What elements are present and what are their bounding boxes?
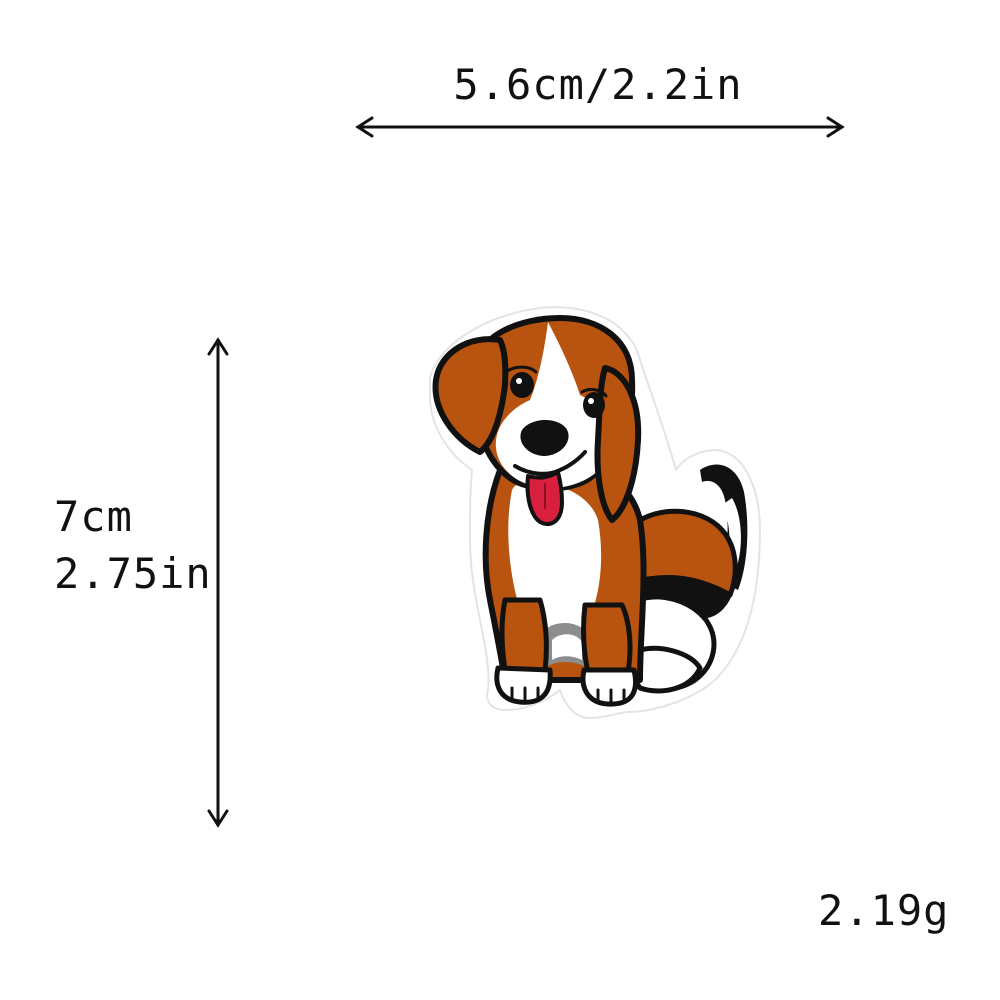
width-dimension-label: 5.6cm/2.2in xyxy=(453,60,743,109)
height-cm-label: 7cm xyxy=(54,492,133,541)
beagle-dog-patch-icon xyxy=(429,306,761,719)
width-arrow-icon xyxy=(355,116,845,138)
height-arrow-icon xyxy=(207,337,229,828)
height-in-label: 2.75in xyxy=(54,549,212,598)
weight-label: 2.19g xyxy=(818,886,950,935)
